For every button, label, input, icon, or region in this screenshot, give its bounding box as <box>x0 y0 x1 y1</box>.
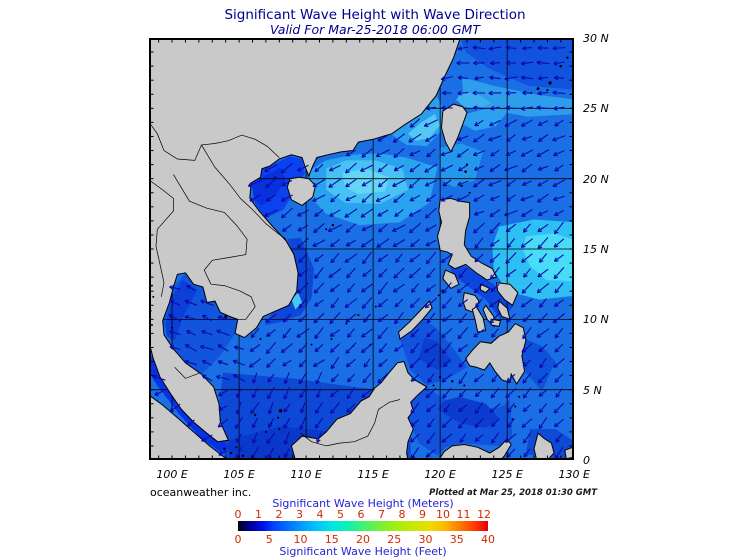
lat-label: 25 N <box>583 102 609 116</box>
feet-tick: 30 <box>418 533 433 546</box>
meters-tick: 5 <box>337 508 345 521</box>
feet-tick: 40 <box>481 533 495 546</box>
lon-label: 125 E <box>491 468 523 481</box>
lat-label: 20 N <box>583 172 609 186</box>
legend-feet-ticks: 0 5 10 15 20 25 30 35 40 <box>234 533 496 546</box>
colorbar-gradient <box>238 521 488 531</box>
wave-direction-arrows <box>152 45 566 460</box>
country-borders <box>149 122 400 447</box>
lat-label: 30 N <box>583 32 609 45</box>
lon-label: 110 E <box>290 468 322 481</box>
meters-tick: 4 <box>316 508 324 521</box>
meters-tick: 9 <box>419 508 427 521</box>
feet-tick: 35 <box>449 533 464 546</box>
legend-meters-label: Significant Wave Height (Meters) <box>272 497 454 510</box>
feet-tick: 10 <box>293 533 308 546</box>
chart-title: Significant Wave Height with Wave Direct… <box>224 7 526 23</box>
small-islands <box>149 56 569 457</box>
lon-label: 100 E <box>156 468 188 481</box>
lon-label: 115 E <box>357 468 389 481</box>
feet-tick: 20 <box>356 533 370 546</box>
meters-tick: 0 <box>234 508 242 521</box>
feet-tick: 0 <box>234 533 242 546</box>
meters-tick: 1 <box>255 508 262 521</box>
lat-label: 0 <box>583 454 590 467</box>
lat-label: 15 N <box>583 243 609 256</box>
feet-tick: 15 <box>324 533 339 546</box>
plotted-at-text: Plotted at Mar 25, 2018 01:30 GMT <box>429 488 597 498</box>
feet-tick: 25 <box>387 533 402 546</box>
credit-text: oceanweather inc. <box>150 486 252 499</box>
chart-valid-time: Valid For Mar-25-2018 06:00 GMT <box>270 22 480 37</box>
meters-tick: 8 <box>398 508 406 521</box>
meters-tick: 12 <box>477 508 492 521</box>
meters-tick: 2 <box>275 508 283 521</box>
lon-label: 130 E <box>558 468 590 481</box>
meters-tick: 11 <box>456 508 471 521</box>
map-frame <box>149 38 574 460</box>
feet-tick: 5 <box>265 533 273 546</box>
lat-label: 5 N <box>583 383 602 397</box>
meters-tick: 7 <box>378 508 386 521</box>
map-canvas <box>149 38 574 460</box>
lat-label: 10 N <box>583 313 609 327</box>
meters-tick: 3 <box>296 508 304 521</box>
lon-label: 105 E <box>223 468 255 481</box>
lon-label: 120 E <box>424 468 456 481</box>
legend-feet-label: Significant Wave Height (Feet) <box>279 545 447 558</box>
legend-meters-ticks: 0 1 2 3 4 5 6 7 8 9 10 11 12 <box>234 508 492 521</box>
meters-tick: 10 <box>436 508 451 521</box>
meters-tick: 6 <box>357 508 365 521</box>
